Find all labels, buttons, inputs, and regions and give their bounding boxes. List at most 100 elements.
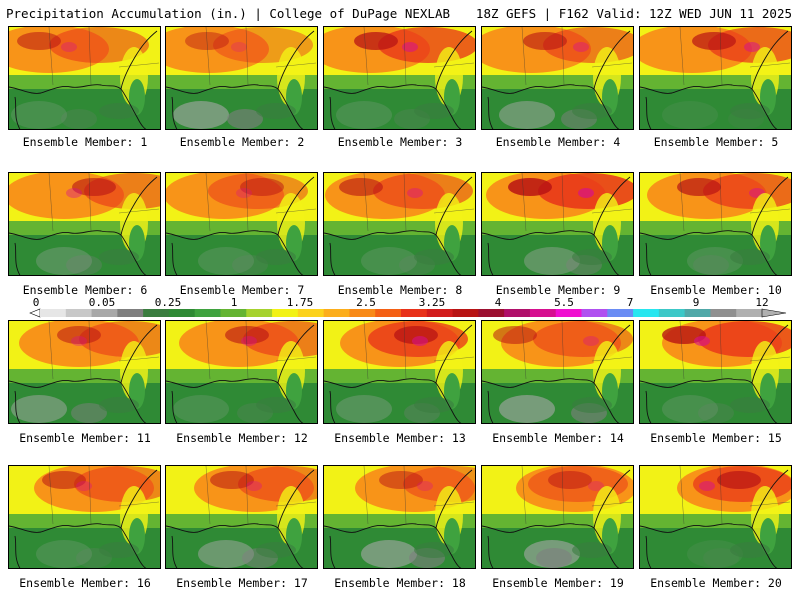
precip-map	[640, 466, 791, 568]
run-info: 18Z GEFS | F162 Valid: 12Z WED JUN 11 20…	[475, 6, 792, 21]
precip-map	[482, 173, 633, 275]
color-scale-tick-label: 1.75	[286, 296, 314, 309]
color-scale-swatch	[607, 309, 634, 317]
color-scale-swatch	[323, 309, 350, 317]
ensemble-member-label: Ensemble Member: 11	[19, 431, 151, 445]
ensemble-panel	[165, 172, 318, 276]
ensemble-member-label: Ensemble Member: 14	[492, 431, 624, 445]
color-scale-swatch	[143, 309, 170, 317]
color-scale-swatch	[581, 309, 608, 317]
color-scale-swatch	[658, 309, 686, 317]
chart-title: Precipitation Accumulation (in.) | Colle…	[6, 6, 451, 21]
precip-map	[482, 321, 633, 423]
precip-map	[166, 173, 317, 275]
ensemble-member-label: Ensemble Member: 8	[337, 283, 463, 297]
ensemble-member-label: Ensemble Member: 17	[176, 576, 308, 590]
color-scale-swatch	[194, 309, 221, 317]
ensemble-panel	[165, 26, 318, 130]
ensemble-member-label: Ensemble Member: 4	[495, 135, 621, 149]
ensemble-panel	[8, 26, 161, 130]
ensemble-member-label: Ensemble Member: 3	[337, 135, 463, 149]
color-scale-swatch	[452, 309, 479, 317]
ensemble-panel	[639, 26, 792, 130]
color-scale-swatch	[684, 309, 711, 317]
precip-map	[166, 321, 317, 423]
color-scale-tick-label: 0.05	[88, 296, 116, 309]
precip-map	[324, 27, 475, 129]
color-scale-tick-label: 9	[692, 296, 700, 309]
precip-map	[166, 27, 317, 129]
ensemble-member-label: Ensemble Member: 12	[176, 431, 308, 445]
color-scale-swatch	[529, 309, 557, 317]
ensemble-member-label: Ensemble Member: 7	[179, 283, 305, 297]
ensemble-panel	[481, 172, 634, 276]
ensemble-panel	[323, 26, 476, 130]
ensemble-panel	[481, 465, 634, 569]
ensemble-panel	[639, 320, 792, 424]
color-scale-swatch	[91, 309, 118, 317]
color-scale-swatch	[117, 309, 144, 317]
precip-map	[324, 466, 475, 568]
ensemble-panel	[165, 320, 318, 424]
color-scale-tick-label: 3.25	[418, 296, 446, 309]
ensemble-panel	[8, 172, 161, 276]
precip-map	[9, 173, 160, 275]
color-scale-tick-label: 4	[494, 296, 502, 309]
precip-map	[9, 321, 160, 423]
ensemble-member-label: Ensemble Member: 18	[334, 576, 466, 590]
precip-map	[482, 27, 633, 129]
ensemble-member-label: Ensemble Member: 1	[22, 135, 148, 149]
ensemble-member-label: Ensemble Member: 13	[334, 431, 466, 445]
ensemble-panel	[8, 465, 161, 569]
color-scale-swatch	[272, 309, 299, 317]
precip-map	[482, 466, 633, 568]
precip-map	[640, 321, 791, 423]
ensemble-member-label: Ensemble Member: 10	[650, 283, 782, 297]
color-scale-swatch	[401, 309, 428, 317]
color-scale-tick-label: 0	[32, 296, 40, 309]
precip-map	[324, 173, 475, 275]
color-scale-swatch	[220, 309, 247, 317]
precip-map	[324, 321, 475, 423]
color-scale-swatch	[40, 309, 67, 317]
ensemble-member-label: Ensemble Member: 20	[650, 576, 782, 590]
color-scale-bar	[29, 308, 787, 318]
precip-map	[166, 466, 317, 568]
ensemble-panel	[323, 172, 476, 276]
color-scale-swatch	[297, 309, 325, 317]
ensemble-member-label: Ensemble Member: 19	[492, 576, 624, 590]
ensemble-member-label: Ensemble Member: 6	[22, 283, 148, 297]
color-scale-swatch	[633, 309, 660, 317]
color-scale-swatch	[168, 309, 196, 317]
ensemble-member-label: Ensemble Member: 5	[653, 135, 779, 149]
precip-map	[9, 466, 160, 568]
ensemble-member-label: Ensemble Member: 9	[495, 283, 621, 297]
color-scale-swatch	[478, 309, 505, 317]
color-scale-tick-label: 0.25	[154, 296, 182, 309]
color-scale-swatch	[246, 309, 273, 317]
precip-map	[640, 27, 791, 129]
color-scale-swatch	[426, 309, 454, 317]
ensemble-member-label: Ensemble Member: 16	[19, 576, 151, 590]
ensemble-panel	[481, 26, 634, 130]
precip-map	[640, 173, 791, 275]
ensemble-panel	[8, 320, 161, 424]
ensemble-member-label: Ensemble Member: 15	[650, 431, 782, 445]
ensemble-panel	[639, 465, 792, 569]
ensemble-member-label: Ensemble Member: 2	[179, 135, 305, 149]
color-scale-swatch	[555, 309, 582, 317]
color-scale-swatch	[710, 309, 737, 317]
ensemble-panel	[165, 465, 318, 569]
color-scale-swatch	[65, 309, 93, 317]
ensemble-panel	[481, 320, 634, 424]
color-scale-tick-label: 2.5	[356, 296, 376, 309]
ensemble-panel	[323, 320, 476, 424]
color-scale-swatch	[375, 309, 402, 317]
color-scale-tick-label: 1	[230, 296, 238, 309]
color-scale-swatch	[736, 309, 763, 317]
ensemble-panel	[323, 465, 476, 569]
color-scale-tick-label: 12	[755, 296, 769, 309]
color-scale-swatch	[349, 309, 376, 317]
ensemble-panel	[639, 172, 792, 276]
color-scale-tick-label: 7	[626, 296, 634, 309]
